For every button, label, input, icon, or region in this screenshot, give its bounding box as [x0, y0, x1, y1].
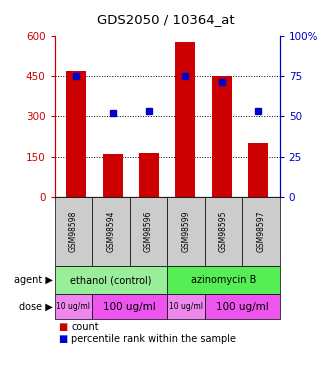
Text: GSM98594: GSM98594: [106, 211, 116, 252]
Text: ■: ■: [58, 322, 67, 332]
Text: count: count: [71, 322, 99, 332]
Text: GSM98598: GSM98598: [69, 211, 78, 252]
Text: 100 ug/ml: 100 ug/ml: [216, 302, 268, 312]
Bar: [248, 143, 268, 197]
Text: agent ▶: agent ▶: [14, 275, 53, 285]
Text: 10 ug/ml: 10 ug/ml: [169, 302, 203, 311]
Text: azinomycin B: azinomycin B: [191, 275, 256, 285]
Bar: [139, 153, 159, 197]
Bar: [67, 70, 86, 197]
Bar: [103, 154, 123, 197]
Text: ethanol (control): ethanol (control): [70, 275, 152, 285]
Text: GDS2050 / 10364_at: GDS2050 / 10364_at: [97, 13, 234, 26]
Text: GSM98597: GSM98597: [257, 211, 265, 252]
Text: GSM98595: GSM98595: [219, 211, 228, 252]
Text: GSM98596: GSM98596: [144, 211, 153, 252]
Text: ■: ■: [58, 334, 67, 344]
Text: 10 ug/ml: 10 ug/ml: [56, 302, 90, 311]
Bar: [175, 42, 195, 197]
Text: 100 ug/ml: 100 ug/ml: [103, 302, 156, 312]
Text: percentile rank within the sample: percentile rank within the sample: [71, 334, 236, 344]
Bar: [212, 76, 232, 197]
Text: dose ▶: dose ▶: [19, 302, 53, 312]
Text: GSM98599: GSM98599: [181, 211, 190, 252]
